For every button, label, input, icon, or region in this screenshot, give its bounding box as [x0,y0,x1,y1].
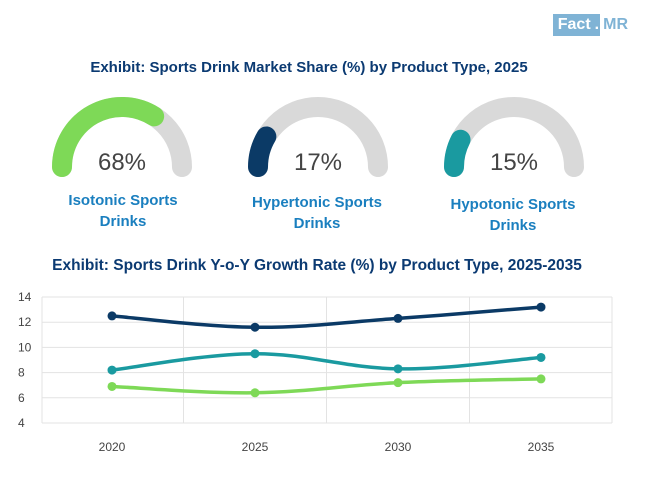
gauge-label-isotonic: Isotonic Sports Drinks [38,190,208,232]
gauge-label-hypertonic: Hypertonic Sports Drinks [232,192,402,234]
gauge-label-isotonic-line1: Isotonic Sports [68,192,178,209]
gauge-label-isotonic-line2: Drinks [99,213,147,230]
series-line-hypertonic [110,305,543,329]
gauge-charts: 68% 17% 15% [52,97,584,177]
data-point-hypertonic-2035 [536,302,546,312]
gauge-value-hypertonic: 17% [294,149,342,176]
data-point-hypotonic-2025 [250,349,260,359]
y-tick-label-4: 4 [18,416,25,430]
y-tick-label-12: 12 [18,315,32,329]
y-tick-label-6: 6 [18,391,25,405]
gauge-label-hypertonic-line2: Drinks [293,215,341,232]
data-point-hypotonic-2030 [393,364,403,374]
gauge-fill-isotonic [52,97,165,177]
data-point-hypertonic-2030 [393,313,403,323]
gauge-label-hypotonic: Hypotonic Sports Drinks [428,194,598,236]
logo-mr: MR [603,16,628,33]
data-point-isotonic-2020 [107,381,117,391]
growth-rate-title: Exhibit: Sports Drink Y-o-Y Growth Rate … [52,257,582,274]
market-share-title: Exhibit: Sports Drink Market Share (%) b… [90,59,528,76]
data-point-hypertonic-2025 [250,322,260,332]
gauge-label-hypotonic-line2: Drinks [489,217,537,234]
data-point-hypotonic-2035 [536,352,546,362]
logo-fact: Fact [552,14,595,36]
data-point-hypotonic-2020 [107,365,117,375]
series-line-hypotonic [110,351,543,372]
x-tick-label-2030: 2030 [385,440,412,454]
data-point-isotonic-2025 [250,388,260,398]
data-point-isotonic-2035 [536,374,546,384]
y-tick-label-10: 10 [18,340,32,354]
gauge-value-hypotonic: 15% [490,149,538,176]
x-tick-label-2020: 2020 [99,440,126,454]
gauge-value-isotonic: 68% [98,149,146,176]
logo-dot: . [594,14,601,36]
gauge-label-hypotonic-line1: Hypotonic Sports [450,196,576,213]
gauge-fill-hypertonic [248,126,277,177]
data-point-hypertonic-2020 [107,311,117,321]
series-line-isotonic [110,377,543,395]
gauge-fill-hypotonic [444,129,471,177]
gauge-label-hypertonic-line1: Hypertonic Sports [251,194,383,211]
x-tick-label-2035: 2035 [528,440,555,454]
y-tick-label-14: 14 [18,290,32,304]
data-point-isotonic-2030 [393,378,403,388]
y-tick-label-8: 8 [18,366,25,380]
factmr-logo: Fact. MR [552,14,628,36]
x-tick-label-2025: 2025 [242,440,269,454]
